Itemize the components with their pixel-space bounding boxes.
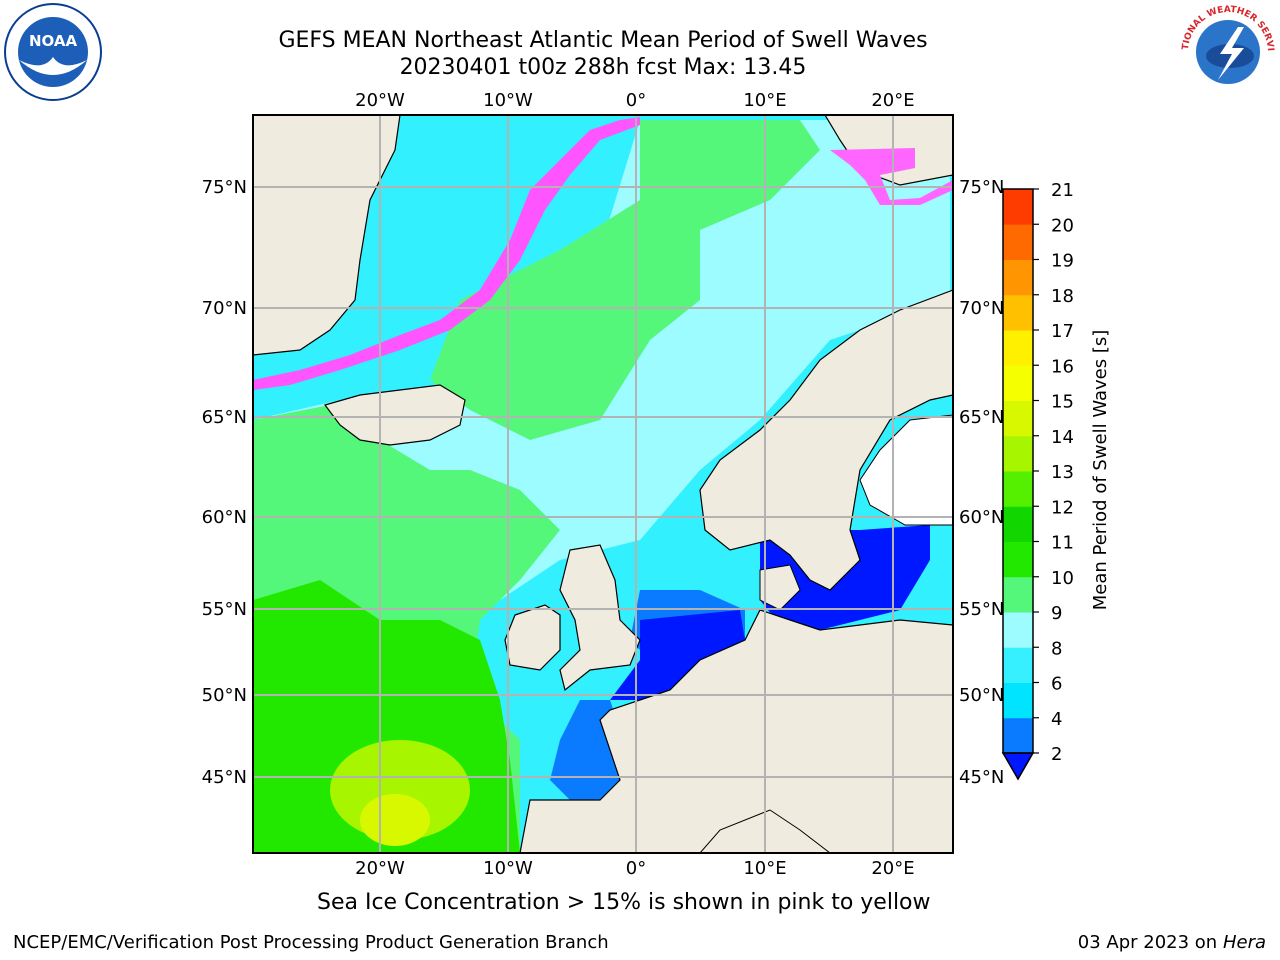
noaa-logo: NOAA: [4, 3, 102, 101]
colorbar-segment: [1003, 189, 1033, 225]
colorbar-segment: [1003, 647, 1033, 683]
colorbar-tick-label: 11: [1051, 533, 1074, 554]
lon-label-bottom: 20°W: [355, 858, 405, 879]
colorbar-segment: [1003, 294, 1033, 331]
lat-label-left: 75°N: [202, 177, 247, 198]
scandinavia-land: [699, 289, 953, 591]
lon-label-top: 10°E: [743, 90, 786, 111]
colorbar-tick-label: 16: [1051, 356, 1074, 377]
footer-branch: NCEP/EMC/Verification Post Processing Pr…: [13, 932, 609, 953]
lat-label-left: 70°N: [202, 298, 247, 319]
lon-label-bottom: 10°E: [743, 858, 786, 879]
lon-label-top: 10°W: [483, 90, 533, 111]
sea-ice-note: Sea Ice Concentration > 15% is shown in …: [317, 890, 931, 915]
colorbar-tick-label: 4: [1051, 709, 1062, 730]
lon-label-bottom: 0°: [626, 858, 646, 879]
colorbar-tick-label: 9: [1051, 603, 1062, 624]
lat-label-right: 65°N: [959, 407, 1004, 428]
nws-logo: NATIONAL WEATHER SERVICE: [1178, 2, 1276, 100]
colorbar-segment: [1003, 541, 1033, 578]
lat-label-left: 45°N: [202, 767, 247, 788]
colorbar-tick-label: 8: [1051, 638, 1062, 659]
lon-label-top: 20°E: [871, 90, 914, 111]
denmark-land: [759, 564, 801, 611]
colorbar-segment: [1003, 365, 1033, 401]
colorbar-tick-label: 6: [1051, 674, 1062, 695]
graticule: [253, 115, 953, 853]
lon-label-bottom: 10°W: [483, 858, 533, 879]
colorbar-tick-label: 10: [1051, 568, 1074, 589]
lon-label-top: 0°: [626, 90, 646, 111]
colorbar-segment: [1003, 400, 1033, 437]
colorbar-segment: [1003, 224, 1033, 260]
colorbar-segment: [1003, 259, 1033, 296]
footer-host: Hera: [1222, 932, 1266, 953]
lat-label-right: 70°N: [959, 298, 1004, 319]
colorbar-tick-label: 12: [1051, 497, 1074, 518]
colorbar-tick-label: 21: [1051, 180, 1074, 201]
colorbar-segment: [1003, 717, 1033, 754]
map-subtitle-run: 20230401 t00z 288h fcst Max: 13.45: [399, 55, 807, 80]
lon-label-bottom: 20°E: [871, 858, 914, 879]
ocean-green-ne: [640, 120, 820, 230]
lat-label-right: 60°N: [959, 507, 1004, 528]
channel-blue: [610, 610, 745, 700]
greenland-land: [253, 115, 401, 356]
lat-label-right: 45°N: [959, 767, 1004, 788]
lon-label-top: 20°W: [355, 90, 405, 111]
colorbar-segment: [1003, 612, 1033, 648]
sweden-lake-white: [859, 414, 953, 526]
colorbar-tick-label: 17: [1051, 321, 1074, 342]
svg-text:NOAA: NOAA: [29, 32, 78, 50]
ocean-yellow: [360, 794, 430, 846]
lat-label-left: 50°N: [202, 685, 247, 706]
footer-date: 03 Apr 2023 on Hera: [1078, 932, 1266, 953]
britain-land: [559, 544, 641, 692]
lat-label-right: 50°N: [959, 685, 1004, 706]
colorbar-segment: [1003, 506, 1033, 542]
iceland-land: [323, 384, 466, 446]
ireland-land: [504, 604, 561, 671]
colorbar-tick-label: 20: [1051, 215, 1074, 236]
colorbar-segment: [1003, 330, 1033, 366]
map-frame: [252, 114, 954, 854]
lat-label-left: 55°N: [202, 599, 247, 620]
colorbar-tick-label: 14: [1051, 427, 1074, 448]
colorbar-extend-arrow: [1001, 752, 1035, 781]
colorbar-tick-label: 15: [1051, 392, 1074, 413]
colorbar-tick-label: 19: [1051, 251, 1074, 272]
colorbar-label: Mean Period of Swell Waves [s]: [1090, 330, 1111, 611]
footer-date-text: 03 Apr 2023 on: [1077, 932, 1223, 953]
ocean-green-north: [430, 200, 700, 440]
colorbar-tick-label: 2: [1051, 744, 1062, 765]
colorbar: 2 4 6 8 9 10 11 12 13 14 15 16 17 18 19 20 21: [1001, 180, 1074, 781]
lat-label-right: 55°N: [959, 599, 1004, 620]
lat-label-left: 60°N: [202, 507, 247, 528]
colorbar-segment: [1003, 576, 1033, 613]
map-field: [253, 115, 953, 853]
lat-label-left: 65°N: [202, 407, 247, 428]
colorbar-segment: [1003, 471, 1033, 507]
lat-label-right: 75°N: [959, 177, 1004, 198]
map-title: GEFS MEAN Northeast Atlantic Mean Period…: [278, 28, 928, 53]
colorbar-tick-label: 18: [1051, 286, 1074, 307]
svalbard-ice: [830, 148, 953, 205]
colorbar-tick-label: 13: [1051, 462, 1074, 483]
colorbar-segment: [1003, 682, 1033, 719]
colorbar-segment: [1003, 435, 1033, 472]
greenland-ice: [253, 117, 640, 390]
europe-land: [519, 609, 953, 853]
